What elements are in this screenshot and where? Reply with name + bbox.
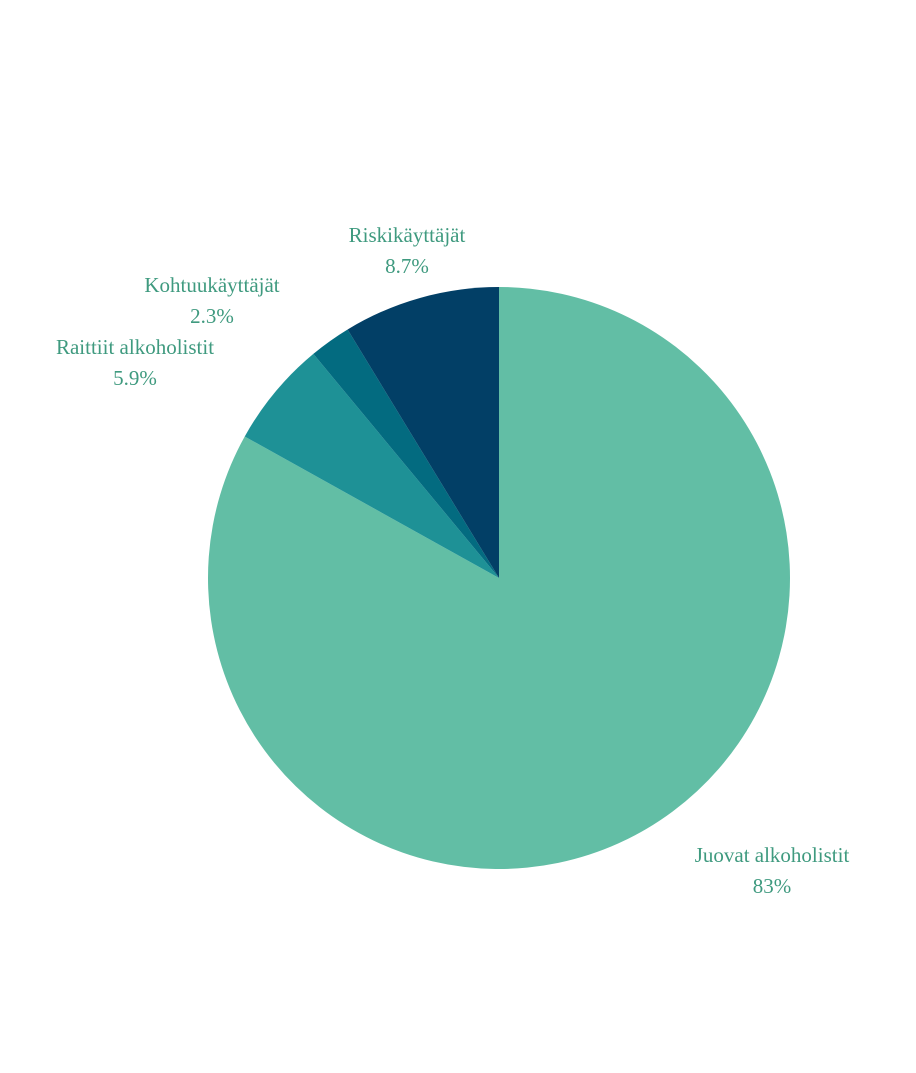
pie-slice bbox=[313, 329, 499, 578]
slice-value-label: 2.3% bbox=[190, 304, 234, 328]
slice-value-label: 8.7% bbox=[385, 254, 429, 278]
slice-label: Juovat alkoholistit bbox=[695, 843, 850, 867]
slice-label: Kohtuukäyttäjät bbox=[144, 273, 279, 297]
pie-slice bbox=[347, 287, 499, 578]
pie-slice bbox=[244, 353, 499, 578]
slice-value-label: 5.9% bbox=[113, 366, 157, 390]
slice-label: Raittiit alkoholistit bbox=[56, 335, 214, 359]
slice-value-label: 83% bbox=[753, 874, 792, 898]
slice-label: Riskikäyttäjät bbox=[349, 223, 466, 247]
